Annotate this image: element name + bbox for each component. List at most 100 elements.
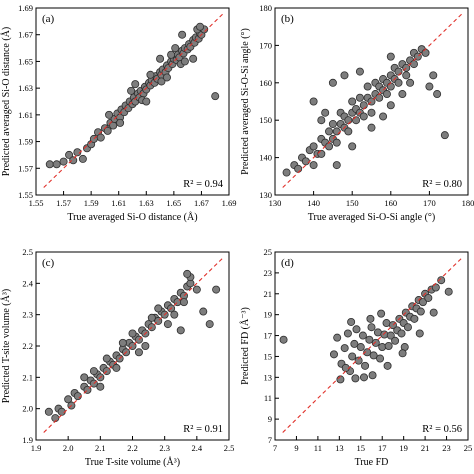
data-point	[211, 92, 220, 101]
data-point	[134, 348, 143, 357]
panel-label: (b)	[281, 13, 294, 25]
data-point	[199, 307, 208, 316]
x-tick-label: 150	[346, 198, 359, 208]
y-tick-label: 170	[259, 40, 272, 50]
data-point	[146, 70, 155, 79]
data-point	[409, 60, 418, 69]
r-squared-annotation: R² = 0.56	[422, 424, 462, 435]
data-point	[309, 142, 318, 151]
data-point	[398, 349, 407, 358]
data-point	[102, 354, 111, 363]
x-tick-label: 140	[307, 198, 320, 208]
y-tick-label: 19	[264, 310, 273, 320]
data-point	[415, 329, 424, 338]
data-point	[69, 156, 78, 165]
data-point	[309, 97, 318, 106]
data-point	[369, 351, 378, 360]
panel-label: (d)	[281, 257, 294, 269]
data-point	[375, 93, 384, 102]
x-tick-label: 1.63	[139, 198, 154, 208]
data-point	[383, 361, 392, 370]
x-tick-label: 13	[335, 443, 344, 453]
data-point	[410, 314, 419, 323]
data-point	[380, 330, 389, 339]
data-point	[359, 112, 368, 121]
data-point	[127, 86, 136, 95]
x-tick-label: 11	[314, 443, 322, 453]
data-point	[394, 78, 403, 87]
y-tick-label: 1.55	[18, 190, 33, 200]
data-point	[64, 395, 73, 404]
data-point	[189, 54, 198, 63]
x-tick-label: 1.55	[29, 198, 44, 208]
y-axis-title: Predicted FD (Å⁻³)	[239, 307, 251, 385]
x-tick-label: 160	[384, 198, 397, 208]
data-point	[105, 110, 114, 119]
y-tick-label: 23	[264, 268, 273, 278]
data-point	[179, 298, 188, 307]
x-tick-label: 2.4	[192, 443, 203, 453]
y-tick-label: 25	[264, 247, 273, 257]
y-tick-label: 130	[259, 190, 272, 200]
x-tick-label: 17	[378, 443, 387, 453]
y-axis-title: Predicted averaged Si-O distance (Å)	[0, 27, 12, 176]
data-point	[391, 336, 400, 345]
data-point	[45, 160, 54, 169]
y-tick-label: 13	[264, 372, 273, 382]
data-point	[332, 138, 341, 147]
y-tick-label: 1.61	[18, 110, 33, 120]
x-tick-label: 1.61	[111, 198, 126, 208]
data-point	[440, 131, 449, 140]
data-point	[171, 44, 180, 53]
data-point	[89, 367, 98, 376]
data-point	[59, 157, 68, 166]
data-point	[96, 382, 105, 391]
data-point	[350, 339, 359, 348]
data-point	[421, 48, 430, 57]
panel-2: 130 140 150 160 170 180 130 140 150 160 170 180 (b) R…	[240, 3, 474, 223]
x-tick-label: 23	[442, 443, 451, 453]
data-point	[416, 307, 425, 316]
y-tick-label: 7	[268, 435, 272, 445]
y-tick-label: 2.1	[22, 372, 33, 382]
data-point	[429, 71, 438, 80]
x-tick-label: 1.9	[31, 443, 42, 453]
data-point	[332, 127, 341, 136]
data-point	[425, 82, 434, 91]
data-point	[205, 320, 214, 329]
x-tick-label: 9	[294, 443, 298, 453]
data-point	[363, 348, 372, 357]
data-point	[332, 161, 341, 170]
data-point	[431, 283, 440, 292]
data-point	[398, 90, 407, 99]
data-point	[348, 97, 357, 106]
y-tick-label: 2.3	[22, 310, 33, 320]
data-point	[402, 71, 411, 80]
data-point	[176, 326, 185, 335]
data-point	[325, 142, 334, 151]
data-point	[356, 343, 365, 352]
data-point	[178, 30, 187, 39]
y-tick-label: 17	[264, 331, 273, 341]
r-squared-annotation: R² = 0.91	[183, 424, 223, 435]
data-point	[333, 333, 342, 342]
data-point	[192, 285, 201, 294]
data-point	[433, 90, 442, 99]
x-axis-title: True T-site volume (Å³)	[85, 456, 180, 468]
data-point	[170, 310, 179, 319]
y-tick-label: 15	[264, 351, 273, 361]
data-point	[340, 71, 349, 80]
data-point	[359, 373, 368, 382]
data-point	[183, 269, 192, 278]
x-tick-label: 1.69	[222, 198, 237, 208]
data-point	[282, 168, 291, 177]
data-point	[329, 350, 338, 359]
y-tick-label: 9	[268, 414, 272, 424]
panel-label: (a)	[42, 13, 55, 25]
x-tick-label: 1.59	[84, 198, 99, 208]
data-point	[406, 78, 415, 87]
data-point	[367, 323, 376, 332]
data-point	[162, 73, 171, 82]
data-point	[78, 154, 87, 163]
data-point	[376, 354, 385, 363]
